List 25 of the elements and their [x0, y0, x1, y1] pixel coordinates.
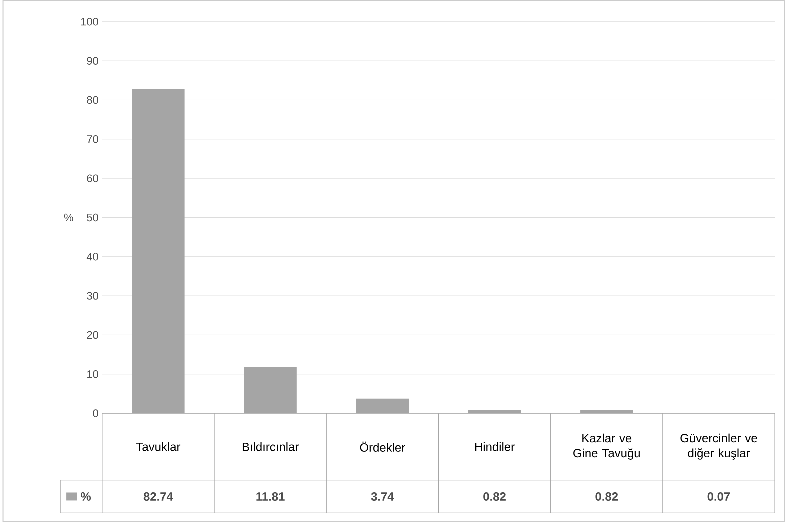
y-tick-label: 50 — [87, 214, 98, 222]
y-tick-label: 10 — [88, 370, 98, 378]
y-tick-label: 40 — [86, 252, 98, 261]
x-tick-label: Bıldırcınlar — [242, 442, 299, 452]
x-tick-label: Kazlar ve Gine Tavuğu — [574, 434, 640, 460]
x-tick-label: Hindiler — [475, 442, 515, 452]
data-label: 0.07 — [708, 492, 730, 501]
y-tick-label: 90 — [87, 57, 98, 65]
x-tick-label: Tavuklar — [136, 442, 181, 452]
y-axis-title: % — [64, 214, 74, 222]
y-tick-label: 80 — [87, 96, 98, 104]
data-label: 82.74 — [144, 492, 174, 501]
data-label: 0.82 — [484, 492, 506, 501]
y-tick-label: 70 — [87, 135, 98, 144]
data-label: 11.81 — [256, 492, 285, 501]
data-label: 3.74 — [371, 492, 394, 501]
x-tick-label: Güvercinler ve diğer kuşlar — [680, 434, 758, 460]
y-tick-label: 100 — [81, 18, 98, 26]
y-tick-label: 20 — [87, 331, 98, 340]
legend-label: % — [80, 492, 92, 501]
x-tick-label: Ördekler — [360, 442, 406, 452]
y-tick-label: 30 — [87, 292, 98, 300]
y-tick-label: 60 — [87, 174, 98, 182]
y-tick-label: 0 — [93, 410, 98, 418]
data-label: 0.82 — [596, 492, 618, 501]
